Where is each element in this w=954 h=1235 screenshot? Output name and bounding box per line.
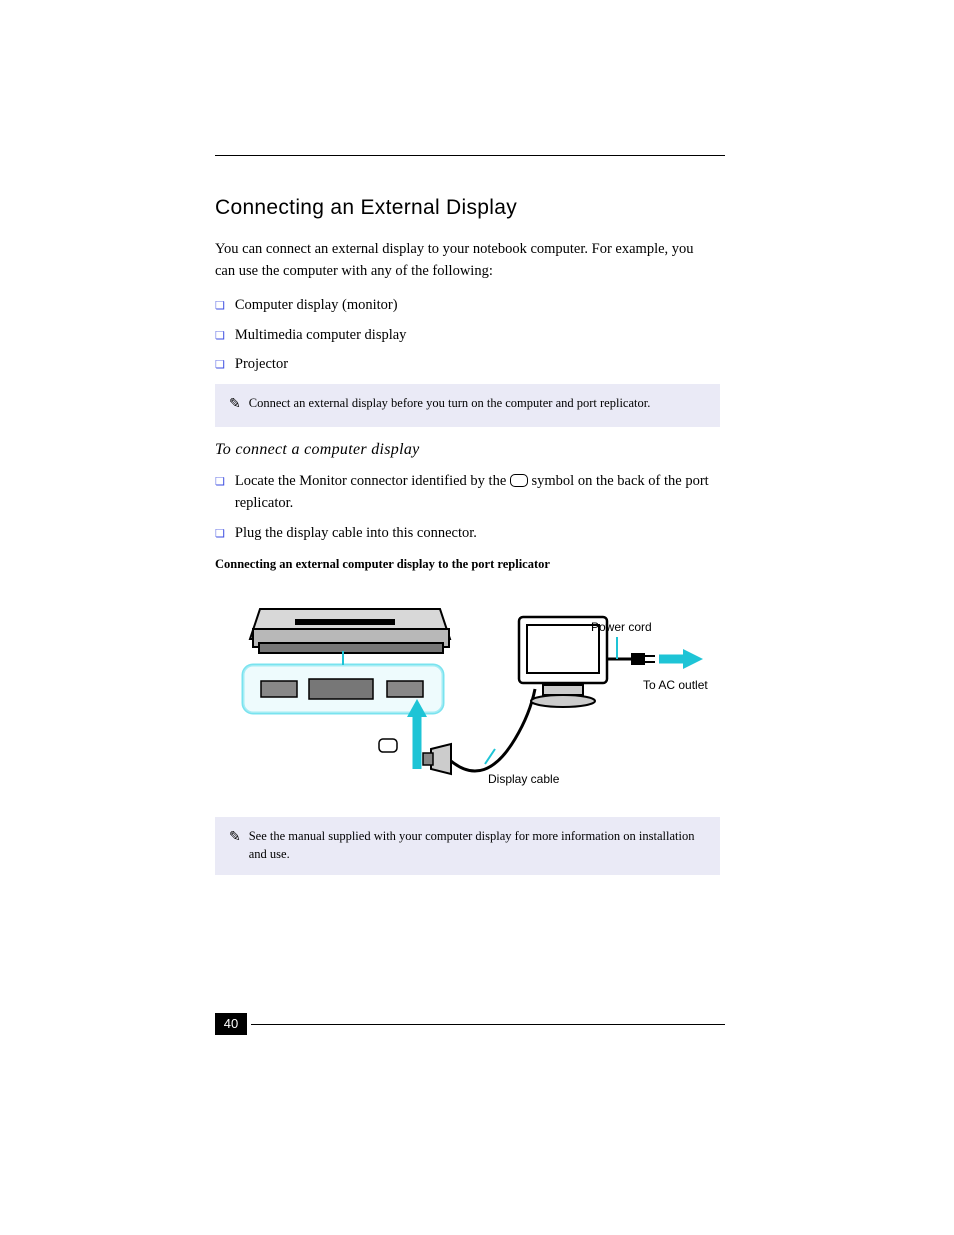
footer: 40 [215, 1013, 725, 1035]
callout-line [485, 749, 495, 764]
section-heading: Connecting an External Display [215, 196, 834, 220]
pencil-icon: ✎ [229, 828, 241, 863]
monitor-symbol-icon [510, 474, 528, 487]
subheading: To connect a computer display [215, 441, 834, 459]
laptop-icon [250, 609, 450, 653]
rule-bottom [251, 1024, 725, 1025]
square-bullet-icon: ❏ [215, 357, 225, 374]
step-item: ❏ Plug the display cable into this conne… [215, 523, 720, 545]
square-bullet-icon: ❏ [215, 526, 225, 543]
page: Connecting an External Display You can c… [0, 0, 954, 1235]
note-box: ✎ Connect an external display before you… [215, 384, 720, 427]
callout-label: To AC outlet [643, 678, 708, 692]
step-item: ❏ Locate the Monitor connector identifie… [215, 471, 720, 515]
bullet-text: Projector [235, 354, 288, 376]
square-bullet-icon: ❏ [215, 474, 225, 491]
step-text: Plug the display cable into this connect… [235, 523, 477, 545]
bullet-text: Multimedia computer display [235, 325, 407, 347]
pencil-icon: ✎ [229, 395, 241, 415]
plug-icon [631, 653, 655, 665]
figure: Display cable Power cord [235, 589, 834, 799]
arrow-to-outlet-icon [659, 649, 703, 669]
bullet-text: Computer display (monitor) [235, 295, 398, 317]
monitor-connector-symbol-icon [379, 739, 397, 752]
bullet-item: ❏ Computer display (monitor) [215, 295, 720, 317]
bullet-item: ❏ Projector [215, 354, 720, 376]
callout-label: Power cord [591, 620, 652, 634]
step-text: Locate the Monitor connector identified … [235, 471, 720, 515]
port-panel-icon [243, 651, 443, 713]
square-bullet-icon: ❏ [215, 328, 225, 345]
display-cable-icon [451, 689, 535, 771]
rule-top [215, 155, 725, 156]
note-text: Connect an external display before you t… [249, 394, 651, 415]
page-number: 40 [215, 1013, 247, 1035]
intro-paragraph: You can connect an external display to y… [215, 238, 710, 283]
note-text: See the manual supplied with your comput… [249, 827, 706, 863]
square-bullet-icon: ❏ [215, 298, 225, 315]
figure-caption: Connecting an external computer display … [215, 555, 710, 574]
note-box: ✎ See the manual supplied with your comp… [215, 817, 720, 875]
bullet-item: ❏ Multimedia computer display [215, 325, 720, 347]
callout-label: Display cable [488, 772, 560, 786]
vga-plug-icon [423, 744, 451, 774]
